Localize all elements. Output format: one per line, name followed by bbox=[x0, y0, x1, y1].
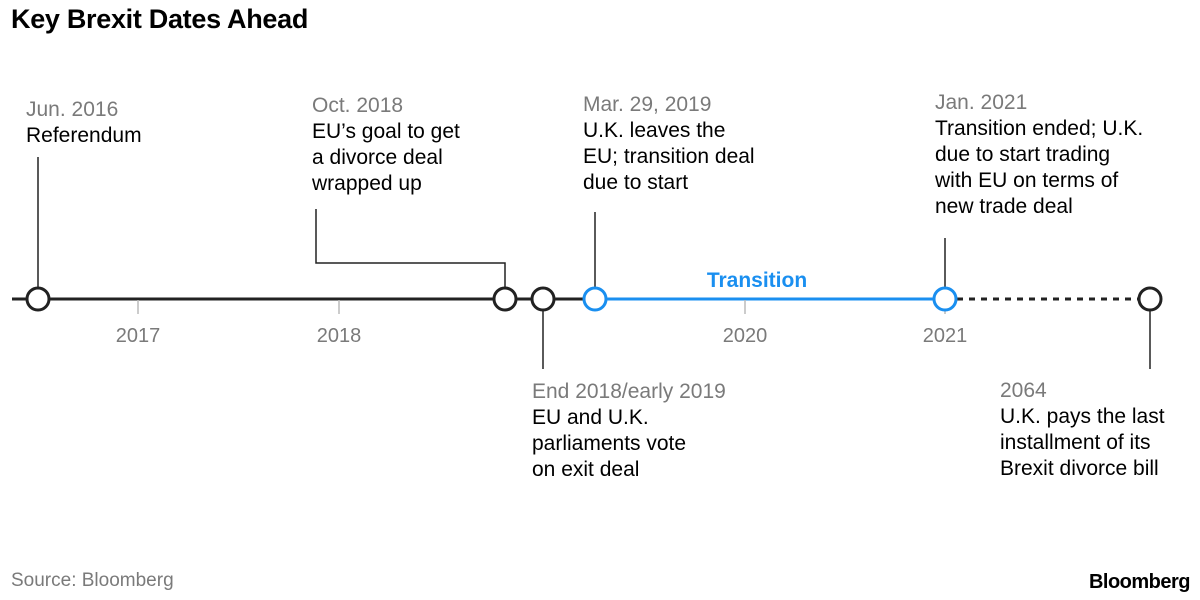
event-desc-line: Referendum bbox=[26, 124, 142, 147]
event-desc-line: parliaments vote bbox=[532, 432, 687, 455]
event-desc-line: U.K. pays the last bbox=[1000, 405, 1165, 428]
year-label-2021: 2021 bbox=[923, 325, 968, 347]
event-desc-line: due to start bbox=[583, 171, 689, 194]
event-date: Jan. 2021 bbox=[935, 91, 1028, 114]
page-title: Key Brexit Dates Ahead bbox=[11, 4, 309, 34]
event-desc-line: installment of its bbox=[1000, 431, 1151, 454]
event-desc-line: EU; transition deal bbox=[583, 145, 755, 168]
event-mar-2019: Mar. 29, 2019 U.K. leaves the EU; transi… bbox=[583, 92, 755, 196]
event-date: Oct. 2018 bbox=[312, 94, 404, 117]
event-desc-line: Transition ended; U.K. bbox=[935, 117, 1144, 140]
event-2064: 2064 U.K. pays the last installment of i… bbox=[1000, 378, 1165, 482]
event-desc-line: a divorce deal bbox=[312, 146, 443, 169]
event-date: Jun. 2016 bbox=[26, 98, 119, 121]
milestone-jun-2016 bbox=[25, 286, 51, 312]
event-desc-line: on exit deal bbox=[532, 458, 640, 481]
year-label-2020: 2020 bbox=[723, 325, 768, 347]
milestone-jan-2021 bbox=[932, 286, 958, 312]
milestone-end-2018 bbox=[530, 286, 556, 312]
event-desc-line: EU and U.K. bbox=[532, 406, 649, 429]
event-desc-line: U.K. leaves the bbox=[583, 119, 726, 142]
bloomberg-logo: Bloomberg bbox=[1088, 571, 1191, 593]
event-desc-line: new trade deal bbox=[935, 195, 1073, 218]
event-end-2018: End 2018/early 2019 EU and U.K. parliame… bbox=[532, 379, 726, 483]
event-desc-line: due to start trading bbox=[935, 143, 1111, 166]
year-label-2018: 2018 bbox=[317, 325, 362, 347]
transition-label: Transition bbox=[707, 269, 807, 292]
event-date: End 2018/early 2019 bbox=[532, 380, 726, 403]
event-jan-2021: Jan. 2021 Transition ended; U.K. due to … bbox=[935, 90, 1143, 220]
event-desc-line: with EU on terms of bbox=[935, 169, 1119, 192]
milestone-mar-2019 bbox=[582, 286, 608, 312]
event-desc-line: wrapped up bbox=[312, 172, 422, 195]
event-desc-line: EU’s goal to get bbox=[312, 120, 460, 143]
milestone-oct-2018 bbox=[492, 286, 518, 312]
source-note: Source: Bloomberg bbox=[11, 570, 174, 591]
year-label-2017: 2017 bbox=[116, 325, 161, 347]
event-desc-line: Brexit divorce bill bbox=[1000, 457, 1159, 480]
event-jun-2016: Jun. 2016 Referendum bbox=[26, 97, 142, 149]
event-date: Mar. 29, 2019 bbox=[583, 93, 712, 116]
milestone-2064 bbox=[1137, 286, 1163, 312]
event-oct-2018: Oct. 2018 EU’s goal to get a divorce dea… bbox=[312, 93, 460, 197]
event-date: 2064 bbox=[1000, 379, 1047, 402]
leader-oct-2018 bbox=[315, 209, 506, 287]
